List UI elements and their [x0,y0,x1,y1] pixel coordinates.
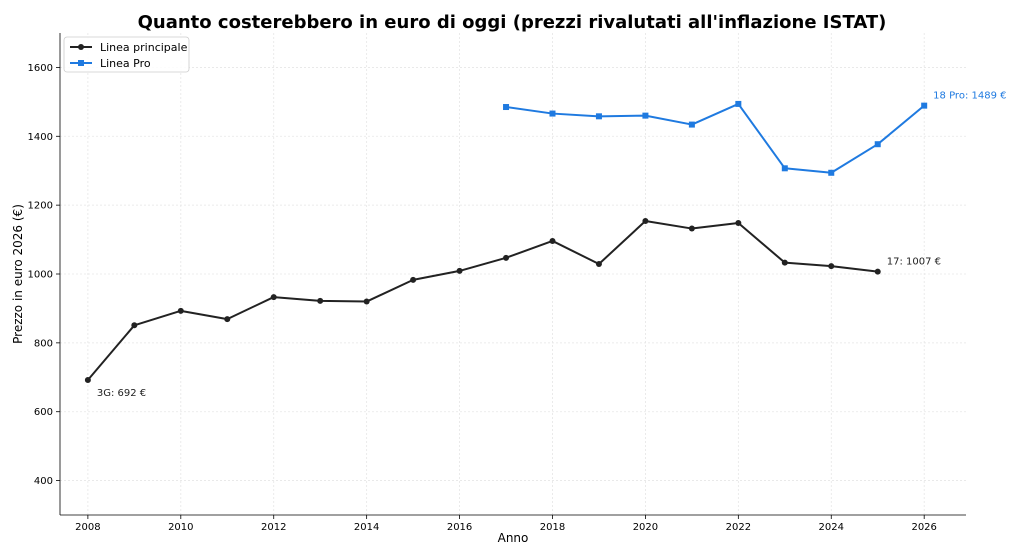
legend-marker-principale [78,44,84,50]
series-point [781,165,788,172]
x-tick-label: 2014 [354,522,379,533]
series-point [642,217,649,224]
series-point [735,220,742,227]
series-point [131,322,138,329]
series-point [874,268,881,275]
y-tick-label: 1000 [28,270,53,281]
legend-marker-pro [78,60,84,66]
legend-box [63,36,190,73]
y-tick-label: 800 [34,338,53,349]
series-point [317,297,324,304]
x-tick-label: 2020 [633,522,658,533]
series-point [828,263,835,270]
x-tick-label: 2022 [726,522,751,533]
series-point [503,104,510,111]
series-line-0 [87,219,878,381]
annotation-label: 17: 1007 € [887,257,941,268]
series-point [456,267,463,274]
x-tick-label: 2010 [168,522,193,533]
y-tick-label: 1200 [28,201,53,212]
x-tick-label: 2008 [75,522,100,533]
series-point [642,112,649,119]
x-tick-label: 2012 [261,522,286,533]
series-line-1 [505,102,925,174]
x-tick-label: 2024 [819,522,844,533]
series-point [688,225,695,232]
series-point [921,102,928,109]
annotation-label: 18 Pro: 1489 € [933,91,1006,102]
series-point [781,259,788,266]
series-point [84,377,91,384]
y-axis-label: Prezzo in euro 2026 (€) [11,204,25,344]
x-tick-label: 2016 [447,522,472,533]
annotations: 3G: 692 € 17: 1007 € 18 Pro: 1489 € [97,91,1007,399]
y-tick-label: 1600 [28,63,53,74]
grid [60,33,966,515]
series-point [874,141,881,148]
series-point [549,110,556,117]
series-point [735,100,742,107]
series-point [595,113,602,120]
y-tick-label: 1400 [28,132,53,143]
legend-label-principale: Linea principale [100,41,188,54]
series-point [688,121,695,128]
series [84,100,928,384]
series-point [410,276,417,283]
legend-label-pro: Linea Pro [100,57,151,70]
series-point [224,316,231,323]
y-tick-label: 400 [34,476,53,487]
legend: Linea principale Linea Pro [63,36,190,73]
series-point [363,298,370,305]
y-ticks: 400 600 800 1000 1200 1400 1600 [28,63,60,487]
series-point [177,307,184,314]
series-point [828,169,835,176]
series-point [503,254,510,261]
x-tick-label: 2026 [911,522,936,533]
x-tick-label: 2018 [540,522,565,533]
series-point [549,237,556,244]
annotation-label: 3G: 692 € [97,388,146,399]
series-point [595,261,602,268]
chart-title: Quanto costerebbero in euro di oggi (pre… [138,12,887,33]
y-tick-label: 600 [34,407,53,418]
series-point [270,294,277,301]
x-axis-label: Anno [498,531,529,545]
x-ticks: 2008 2010 2012 2014 2016 2018 2020 2022 2024 2026 [75,515,937,533]
